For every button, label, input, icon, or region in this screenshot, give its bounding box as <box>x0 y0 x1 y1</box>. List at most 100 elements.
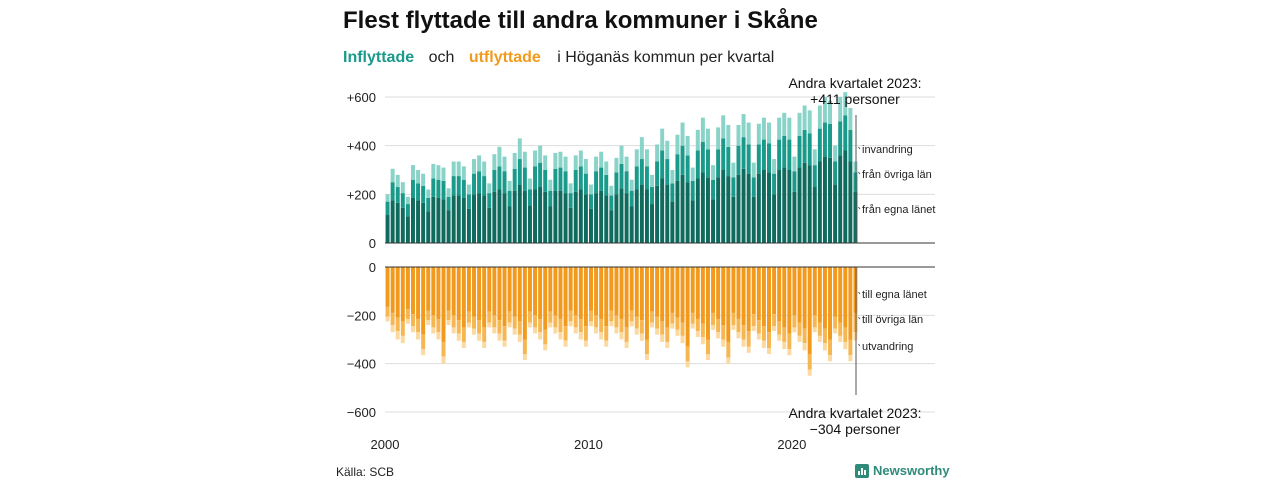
bar-in-segment <box>573 191 578 243</box>
bar-in-segment <box>594 156 599 172</box>
bar-in-segment <box>614 194 619 243</box>
bar-out-segment <box>543 329 548 345</box>
bar-out-segment <box>512 316 517 329</box>
bar-out-segment <box>604 340 609 347</box>
bar-out-segment <box>548 311 553 323</box>
bar-out-segment <box>446 267 451 311</box>
bar-in-segment <box>573 155 578 170</box>
bar-in-segment <box>390 168 395 183</box>
bar-out-segment <box>700 267 705 324</box>
bar-in-segment <box>492 191 497 243</box>
bar-out-segment <box>497 267 502 321</box>
bar-out-segment <box>777 334 782 341</box>
bar-in-segment <box>446 196 451 211</box>
y-tick-label: +600 <box>347 90 376 105</box>
bar-out-segment <box>660 267 665 322</box>
bar-in-segment <box>705 149 710 178</box>
bar-in-segment <box>543 170 548 192</box>
bar-in-segment <box>741 137 746 169</box>
bar-out-segment <box>477 267 482 321</box>
bar-out-segment <box>385 267 390 307</box>
bar-in-segment <box>848 161 853 243</box>
bar-in-segment <box>736 174 741 243</box>
bar-out-segment <box>522 267 527 340</box>
bar-in-segment <box>421 185 426 203</box>
bar-in-segment <box>482 195 487 243</box>
bar-in-segment <box>563 156 568 172</box>
bar-in-segment <box>589 194 593 209</box>
bar-in-segment <box>517 138 522 160</box>
bar-out-segment <box>456 333 461 341</box>
bar-in-segment <box>543 191 548 243</box>
bar-in-segment <box>797 135 802 168</box>
bar-out-segment <box>395 331 400 340</box>
bar-in-segment <box>527 205 532 243</box>
bar-in-segment <box>563 171 568 194</box>
bar-in-segment <box>629 206 634 243</box>
bar-out-segment <box>543 267 548 330</box>
bar-out-segment <box>548 322 553 328</box>
bar-out-segment <box>675 317 680 330</box>
bar-in-segment <box>695 178 700 243</box>
bar-out-segment <box>792 327 797 333</box>
bar-in-segment <box>410 197 415 243</box>
bar-out-segment <box>690 312 695 324</box>
bar-out-segment <box>472 267 476 317</box>
bar-out-segment <box>726 357 731 364</box>
bar-in-segment <box>538 145 543 163</box>
bar-out-segment <box>609 310 614 322</box>
segment-label: till övriga län <box>862 314 923 326</box>
bar-out-segment <box>634 316 639 329</box>
bar-out-segment <box>421 334 426 350</box>
bar-out-segment <box>695 267 700 319</box>
bar-out-segment <box>711 312 716 325</box>
bar-in-segment <box>400 207 405 243</box>
annotation-top-line1: Andra kvartalet 2023: <box>788 75 921 91</box>
bar-out-segment <box>553 315 558 328</box>
bar-in-segment <box>461 179 466 198</box>
bar-in-segment <box>492 170 497 192</box>
bar-out-segment <box>410 326 415 333</box>
bar-out-segment <box>426 310 431 321</box>
bar-in-segment <box>736 124 741 146</box>
bar-out-segment <box>487 267 492 312</box>
bar-out-segment <box>670 312 675 324</box>
bar-in-segment <box>609 195 614 211</box>
bar-out-segment <box>756 267 761 321</box>
bar-in-segment <box>695 129 700 151</box>
bar-out-segment <box>578 332 583 340</box>
segment-label: invandring <box>862 144 913 156</box>
bar-out-segment <box>843 327 848 342</box>
bar-out-segment <box>614 267 619 316</box>
bar-in-segment <box>812 149 817 166</box>
bar-in-segment <box>416 200 421 243</box>
bar-in-segment <box>650 187 654 205</box>
bar-out-segment <box>777 321 782 335</box>
bar-in-segment <box>655 161 660 186</box>
bar-in-segment <box>451 176 456 196</box>
bar-out-segment <box>660 321 665 335</box>
bar-out-segment <box>497 320 502 334</box>
bar-out-segment <box>614 327 619 334</box>
bar-in-segment <box>817 128 822 162</box>
bar-out-segment <box>802 267 807 329</box>
bar-out-segment <box>400 267 405 322</box>
bar-in-segment <box>655 144 660 162</box>
bar-in-segment <box>512 152 517 169</box>
annotation-bottom-line2: −304 personer <box>810 421 901 437</box>
bar-in-segment <box>477 171 482 194</box>
bar-in-segment <box>848 107 853 130</box>
bar-out-segment <box>472 316 476 329</box>
bar-out-segment <box>644 354 649 361</box>
bar-in-segment <box>777 139 782 170</box>
bar-out-segment <box>705 267 710 340</box>
bar-in-segment <box>838 155 843 243</box>
y-tick-label: 0 <box>369 236 376 251</box>
subtitle-utflyttade: utflyttade <box>469 49 541 66</box>
bar-out-segment <box>619 318 624 333</box>
bar-in-segment <box>487 193 492 208</box>
bar-in-segment <box>716 127 721 150</box>
bar-in-segment <box>492 154 497 170</box>
bar-in-segment <box>726 176 731 243</box>
bar-in-segment <box>629 190 634 207</box>
